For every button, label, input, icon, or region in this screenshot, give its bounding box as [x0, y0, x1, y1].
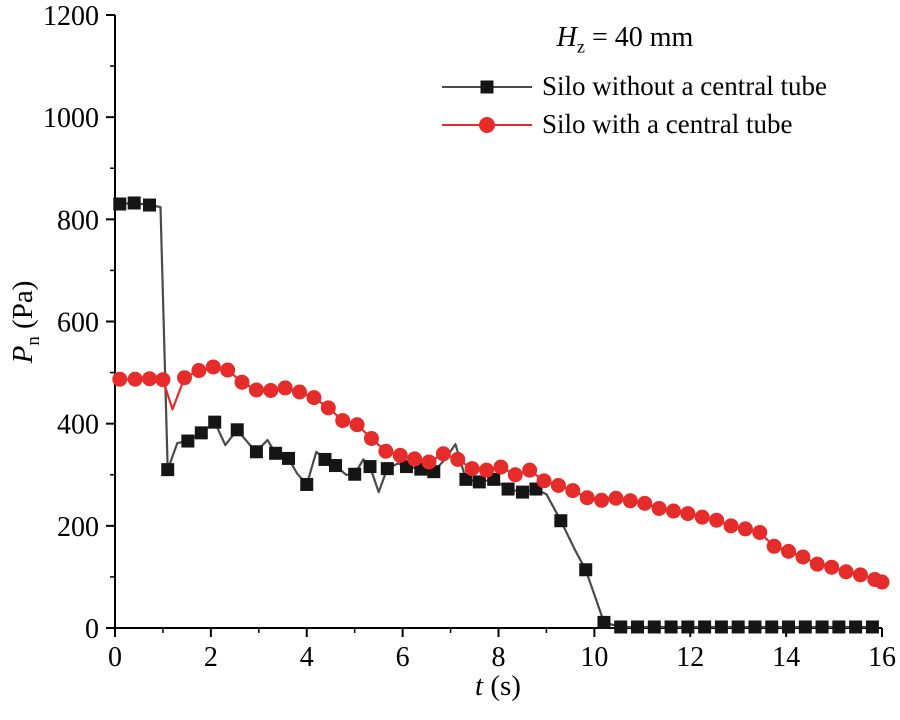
legend-label: Silo with a central tube [542, 109, 793, 140]
legend-label: Silo without a central tube [542, 71, 827, 102]
y-axis-label-symbol: P [7, 345, 40, 364]
svg-text:1000: 1000 [43, 103, 99, 134]
legend-sample-circle-marker [442, 115, 532, 135]
svg-text:10: 10 [580, 642, 608, 673]
legend-item-with-tube: Silo with a central tube [442, 106, 808, 144]
svg-text:200: 200 [57, 512, 99, 543]
svg-text:400: 400 [57, 410, 99, 441]
y-axis-label-subscript: n [22, 336, 44, 346]
x-axis-label-units: (s) [483, 670, 521, 702]
annotation-hz: Hz = 40 mm [442, 22, 808, 58]
svg-text:14: 14 [772, 642, 800, 673]
annotation-symbol: H [556, 22, 577, 53]
svg-text:800: 800 [57, 205, 99, 236]
svg-text:12: 12 [676, 642, 704, 673]
annotation-value: = 40 mm [584, 22, 694, 53]
svg-text:0: 0 [85, 614, 99, 645]
svg-text:8: 8 [492, 642, 506, 673]
x-axis-label-symbol: t [475, 670, 484, 702]
y-axis-label: Pn (Pa) [7, 281, 45, 364]
svg-text:1200: 1200 [43, 1, 99, 32]
svg-text:6: 6 [396, 642, 410, 673]
legend-sample-square-marker [442, 77, 532, 97]
svg-text:600: 600 [57, 308, 99, 339]
circle-marker-icon [479, 116, 495, 133]
square-marker-icon [480, 80, 494, 94]
x-axis-label: t (s) [475, 670, 521, 703]
svg-text:0: 0 [108, 642, 122, 673]
y-axis-label-units: (Pa) [7, 280, 40, 337]
svg-text:16: 16 [868, 642, 896, 673]
legend-item-without-tube: Silo without a central tube [442, 68, 827, 106]
svg-text:2: 2 [204, 642, 218, 673]
svg-text:4: 4 [300, 642, 314, 673]
legend: Hz = 40 mm Silo without a central tube S… [442, 22, 827, 144]
annotation-subscript: z [576, 36, 585, 57]
